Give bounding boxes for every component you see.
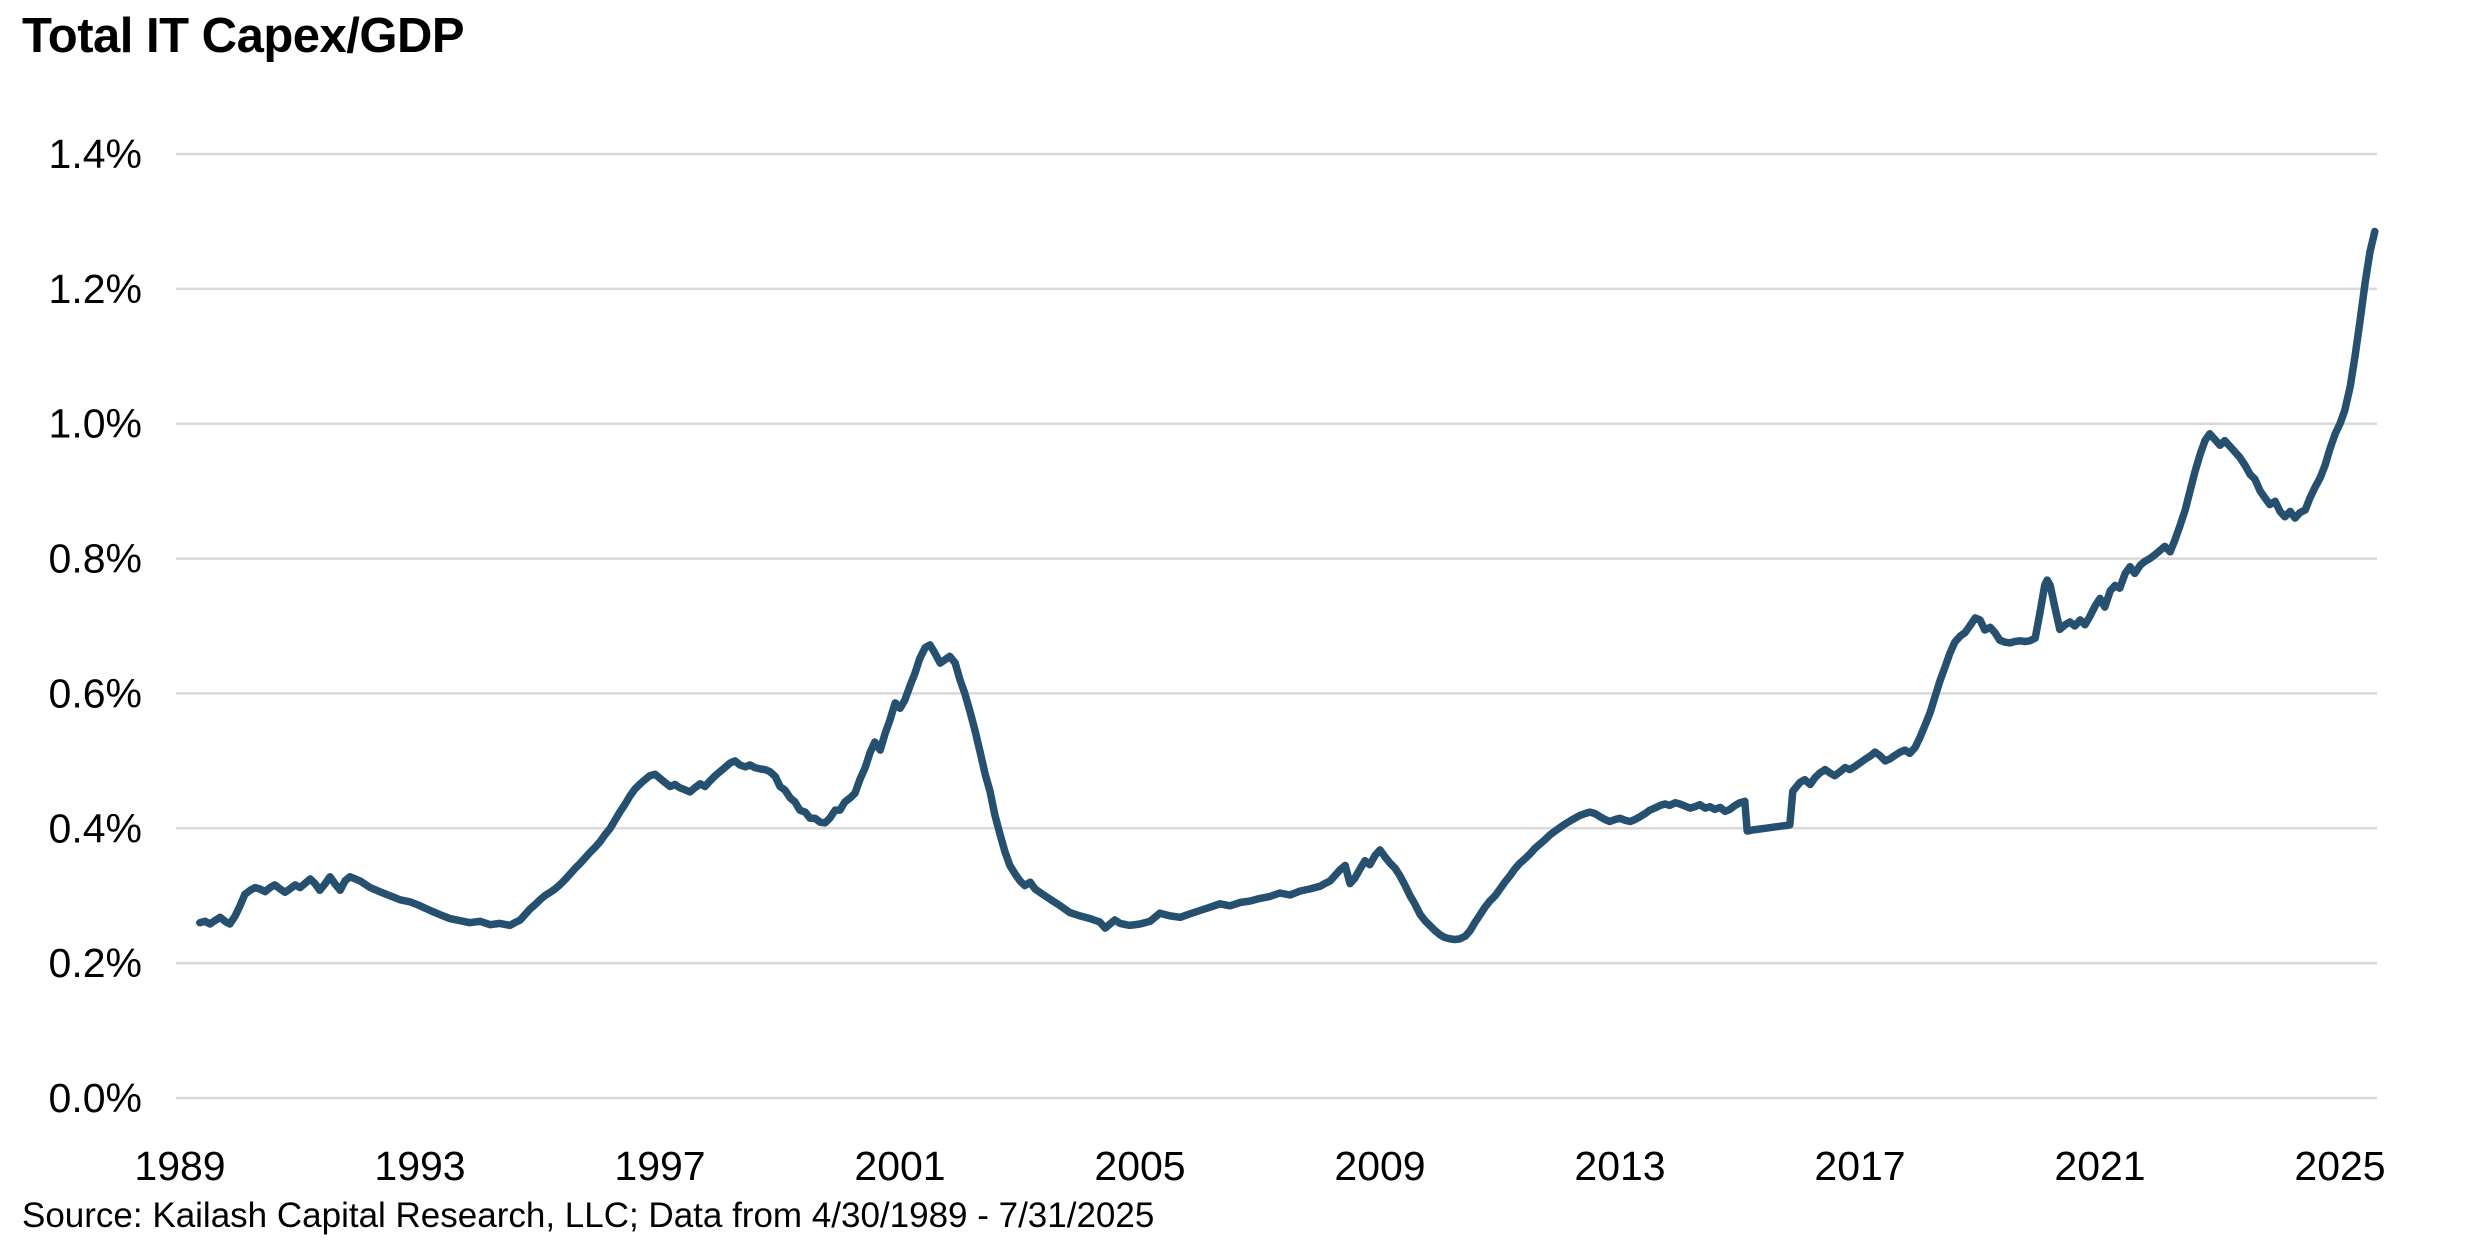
x-tick-label: 2009 [1334,1143,1425,1189]
y-tick-label: 1.0% [49,401,142,447]
x-tick-label: 1997 [614,1143,705,1189]
data-line-series [196,227,2379,944]
x-axis-tick-labels: 1989 1993 1997 2001 2005 2009 2013 2017 2021 2025 [134,1143,2385,1189]
x-tick-label: 2013 [1574,1143,1665,1189]
y-axis-tick-labels: 0.0% 0.2% 0.4% 0.6% 0.8% 1.0% 1.2% 1.4% [49,131,142,1121]
x-tick-label: 2017 [1814,1143,1905,1189]
x-tick-label: 1989 [134,1143,225,1189]
chart-title: Total IT Capex/GDP [22,9,465,63]
source-note: Source: Kailash Capital Research, LLC; D… [22,1196,1155,1235]
y-tick-label: 0.2% [49,940,142,986]
x-tick-label: 2025 [2294,1143,2385,1189]
y-tick-label: 0.4% [49,805,142,851]
y-tick-label: 0.0% [49,1075,142,1121]
gridlines [176,152,2377,1100]
y-tick-label: 1.2% [49,266,142,312]
x-tick-label: 2021 [2054,1143,2145,1189]
x-tick-label: 2005 [1094,1143,1185,1189]
y-tick-label: 1.4% [49,131,142,177]
x-tick-label: 1993 [374,1143,465,1189]
y-tick-label: 0.6% [49,670,142,716]
y-tick-label: 0.8% [49,536,142,582]
x-tick-label: 2001 [854,1143,945,1189]
